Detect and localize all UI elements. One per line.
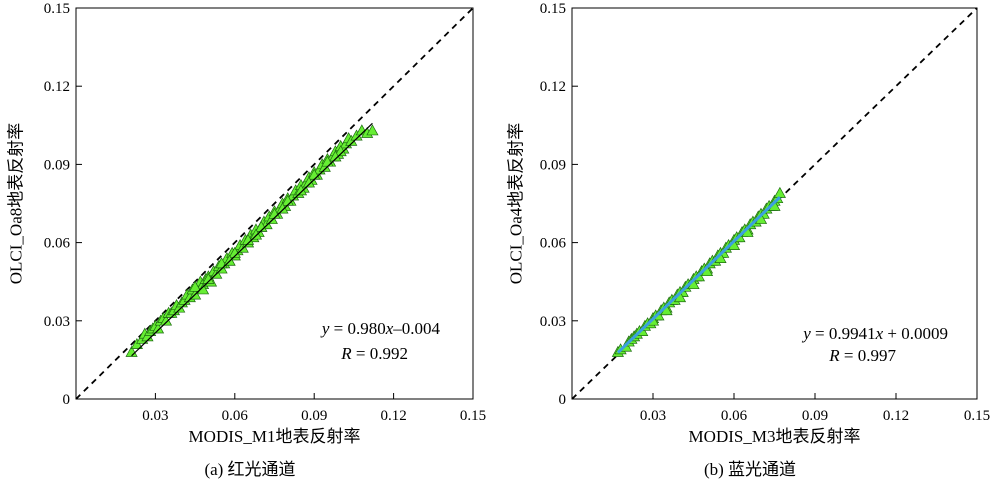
y-tick-label: 0.06 <box>44 236 71 252</box>
y-tick-label: 0.15 <box>540 1 566 17</box>
fit-line <box>616 196 781 354</box>
data-point <box>189 280 202 292</box>
x-tick-label: 0.06 <box>721 408 748 424</box>
x-axis-label: MODIS_M3地表反射率 <box>689 427 861 446</box>
data-point <box>228 246 241 258</box>
y-tick-label: 0.03 <box>540 314 566 330</box>
y-tick-label: 0.12 <box>540 79 566 95</box>
correlation-text: R = 0.992 <box>340 344 408 363</box>
caption-b: (b) 蓝光通道 <box>703 460 797 479</box>
chart-b: 0.03 0.06 0.09 0.12 0.15 0 0.03 0.06 0.09 0.12 0.1… <box>507 1 991 446</box>
x-tick-label: 0.09 <box>301 408 327 424</box>
y-tick-label: 0.12 <box>44 79 70 95</box>
x-tick-label: 0.15 <box>964 408 990 424</box>
caption-a: (a) 红光通道 <box>204 460 296 479</box>
y-tick-label: 0.03 <box>44 314 70 330</box>
regression-equation: y = 0.9941x + 0.0009 <box>801 324 948 343</box>
y-tick-label: 0 <box>63 392 71 408</box>
x-tick-label: 0.09 <box>802 408 828 424</box>
x-tick-label: 0.12 <box>380 408 406 424</box>
x-tick-label: 0.03 <box>142 408 168 424</box>
x-tick-label: 0.06 <box>222 408 249 424</box>
panel-a: 0.03 0.06 0.09 0.12 0.15 0 0.03 0.06 0.09 0.12 0.1… <box>7 1 487 479</box>
y-tick-label: 0.06 <box>540 236 567 252</box>
x-tick-label: 0.03 <box>640 408 666 424</box>
regression-equation: y = 0.980x–0.004 <box>320 319 441 338</box>
x-tick-label: 0.12 <box>883 408 909 424</box>
data-point <box>366 124 379 136</box>
panel-b: 0.03 0.06 0.09 0.12 0.15 0 0.03 0.06 0.09 0.12 0.1… <box>500 0 1000 484</box>
x-axis-label: MODIS_M1地表反射率 <box>189 427 361 446</box>
y-tick-label: 0.15 <box>44 1 70 17</box>
y-axis-label: OLCI_Oa4地表反射率 <box>507 123 526 284</box>
y-axis-label: OLCI_Oa8地表反射率 <box>7 123 26 284</box>
data-point <box>125 345 138 357</box>
fit-line <box>131 122 373 357</box>
y-tick-label: 0 <box>559 392 567 408</box>
y-tick-label: 0.09 <box>44 157 70 173</box>
y-tick-label: 0.09 <box>540 157 566 173</box>
data-point <box>249 228 263 240</box>
data-point <box>223 254 236 266</box>
correlation-text: R = 0.997 <box>828 346 896 365</box>
x-tick-label: 0.15 <box>460 408 486 424</box>
chart-a: 0.03 0.06 0.09 0.12 0.15 0 0.03 0.06 0.09 0.12 0.1… <box>7 1 487 446</box>
